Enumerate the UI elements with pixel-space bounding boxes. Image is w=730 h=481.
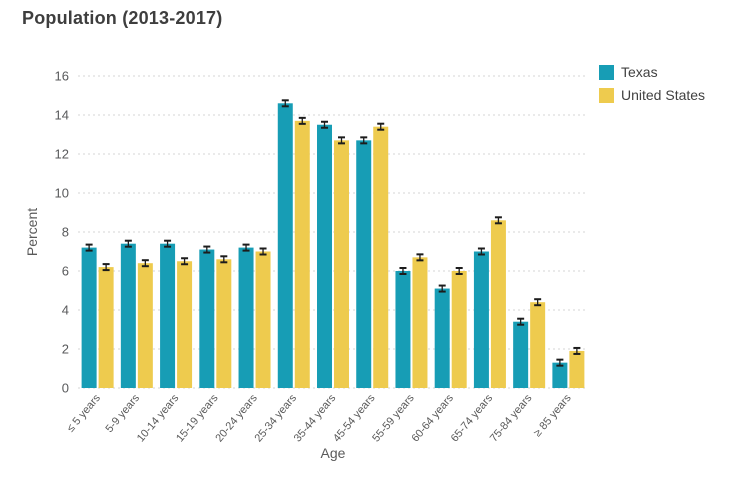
bar-us-2 [177,261,193,388]
bar-us-6 [334,140,349,388]
legend-swatch-icon [599,64,614,80]
bar-texas-4 [238,247,254,388]
bar-us-1 [137,263,153,388]
bar-us-3 [216,259,232,388]
bar-texas-5 [277,103,293,389]
bar-us-12 [569,350,585,388]
bar-texas-7 [356,140,372,388]
bar-us-9 [451,271,467,388]
legend-label: Texas [621,64,658,80]
bar-texas-9 [434,288,450,388]
bar-texas-1 [120,243,136,388]
x-axis-title: Age [321,445,346,461]
x-tick-label-0: ≤ 5 years [65,392,104,435]
y-tick-label-6: 6 [62,264,69,279]
y-tick-label-0: 0 [62,381,69,396]
bar-us-10 [490,220,506,388]
bar-texas-0 [81,247,97,388]
bar-texas-8 [395,271,411,388]
bar-us-7 [373,126,389,388]
y-tick-label-16: 16 [55,69,69,84]
legend-item-texas: Texas [599,64,705,80]
y-tick-label-2: 2 [62,342,69,357]
chart-title: Population (2013-2017) [22,8,223,28]
y-tick-label-8: 8 [62,225,69,240]
bar-texas-10 [473,251,489,388]
bar-us-11 [530,302,546,388]
bar-texas-2 [160,243,176,388]
bar-texas-12 [552,362,568,388]
y-tick-label-12: 12 [55,147,69,162]
y-tick-label-10: 10 [55,186,69,201]
bar-us-0 [98,267,114,388]
x-tick-label-12: ≥ 85 years [532,392,574,439]
legend-item-united-states: United States [599,87,705,103]
bar-us-4 [255,251,271,388]
y-axis-title: Percent [24,208,40,256]
bar-texas-3 [199,249,215,388]
x-tick-label-1: 5-9 years [103,392,142,435]
legend-label: United States [621,87,706,103]
bar-us-8 [412,257,428,388]
bar-texas-6 [317,124,332,388]
y-tick-label-14: 14 [55,108,69,123]
legend-swatch-icon [599,87,614,103]
y-tick-label-4: 4 [62,303,69,318]
bar-us-5 [294,120,310,388]
bar-texas-11 [513,321,529,388]
chart-legend: Texas United States [599,64,705,103]
